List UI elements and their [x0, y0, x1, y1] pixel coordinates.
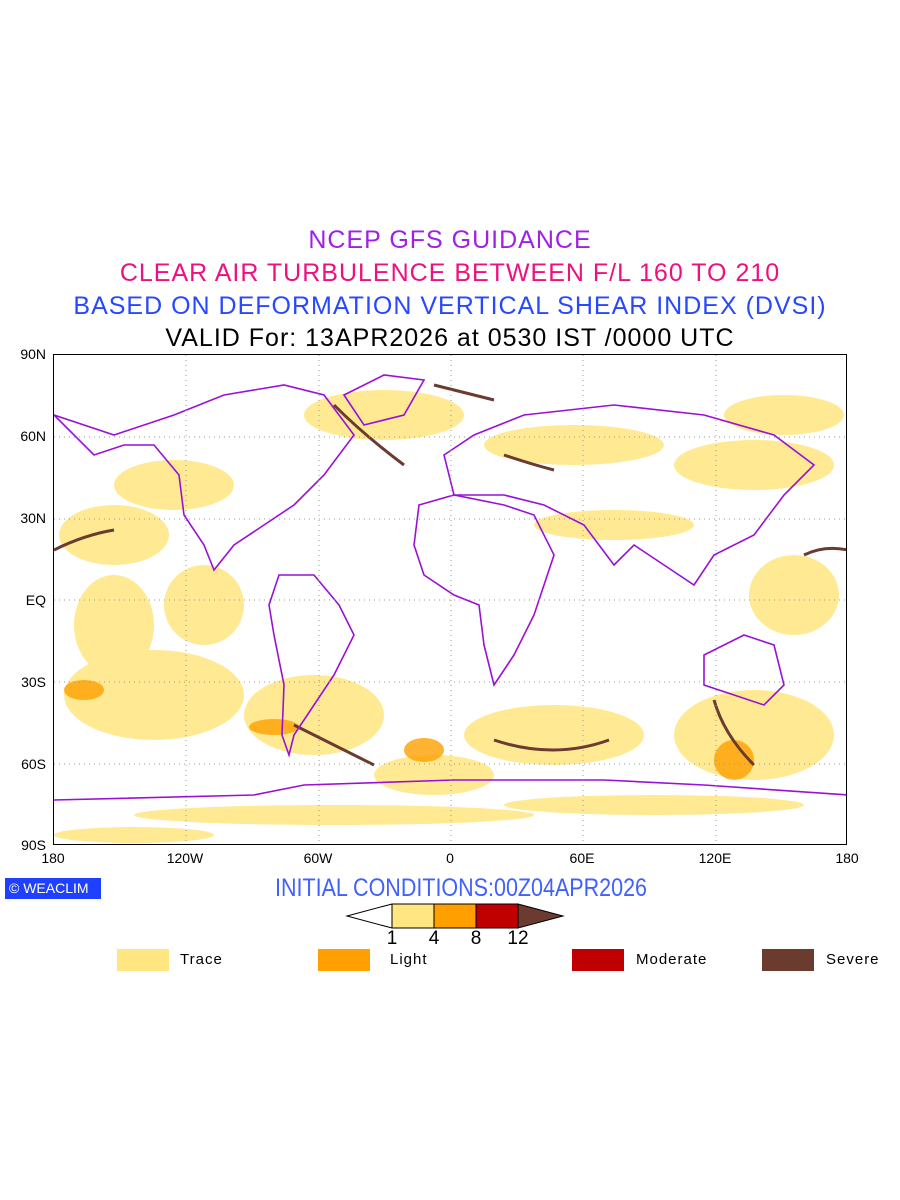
- legend-swatch-severe: [762, 949, 814, 971]
- colorbar-light: [433, 903, 477, 929]
- weaclim-logo: © WEACLIM: [5, 878, 101, 899]
- colorbar-tick: 1: [386, 928, 398, 949]
- colorbar-tick: 4: [428, 928, 440, 949]
- logo-text: WEACLIM: [23, 880, 89, 896]
- coastlines: [54, 374, 846, 801]
- legend-swatch-moderate: [572, 949, 624, 971]
- legend-label-moderate: Moderate: [636, 951, 708, 968]
- lon-label: 0: [446, 850, 454, 866]
- colorbar-below-arrow: [345, 903, 393, 929]
- chart-subtitle: CLEAR AIR TURBULENCE BETWEEN F/L 160 TO …: [119, 259, 781, 287]
- grid-lines: [54, 355, 846, 844]
- legend-swatch-trace: [117, 949, 169, 971]
- turbulence-map: [53, 354, 847, 845]
- legend-label-trace: Trace: [180, 951, 223, 968]
- colorbar-tick: 8: [470, 928, 482, 949]
- legend-label-light: Light: [390, 951, 428, 968]
- lat-label: 30S: [21, 674, 46, 690]
- lat-label: 90S: [21, 837, 46, 853]
- lon-label: 180: [41, 850, 65, 866]
- lon-label: 180: [835, 850, 859, 866]
- map-canvas: [54, 355, 846, 844]
- colorbar-tick: 12: [507, 928, 529, 949]
- turbulence-light-areas: [64, 680, 754, 780]
- turbulence-trace-areas: [54, 390, 844, 843]
- turbulence-severe-streaks: [54, 383, 846, 767]
- valid-time: VALID For: 13APR2026 at 0530 IST /0000 U…: [165, 324, 735, 352]
- lon-label: 120E: [698, 850, 732, 866]
- method-line: BASED ON DEFORMATION VERTICAL SHEAR INDE…: [73, 292, 827, 320]
- colorbar: [345, 903, 565, 929]
- legend-swatch-light: [318, 949, 370, 971]
- lat-label: EQ: [25, 592, 46, 608]
- legend-label-severe: Severe: [826, 951, 880, 968]
- lon-label: 60W: [303, 850, 333, 866]
- chart-title: NCEP GFS GUIDANCE: [308, 226, 592, 254]
- lat-label: 60S: [21, 756, 46, 772]
- colorbar-trace: [391, 903, 435, 929]
- lat-label: 90N: [20, 346, 46, 362]
- lon-label: 120W: [166, 850, 204, 866]
- lat-label: 60N: [20, 428, 46, 444]
- colorbar-severe-arrow: [517, 903, 565, 929]
- initial-conditions: INITIAL CONDITIONS:00Z04APR2026: [275, 874, 648, 902]
- copyright-icon: ©: [9, 880, 20, 896]
- lon-label: 60E: [569, 850, 595, 866]
- lat-label: 30N: [20, 510, 46, 526]
- colorbar-moderate: [475, 903, 519, 929]
